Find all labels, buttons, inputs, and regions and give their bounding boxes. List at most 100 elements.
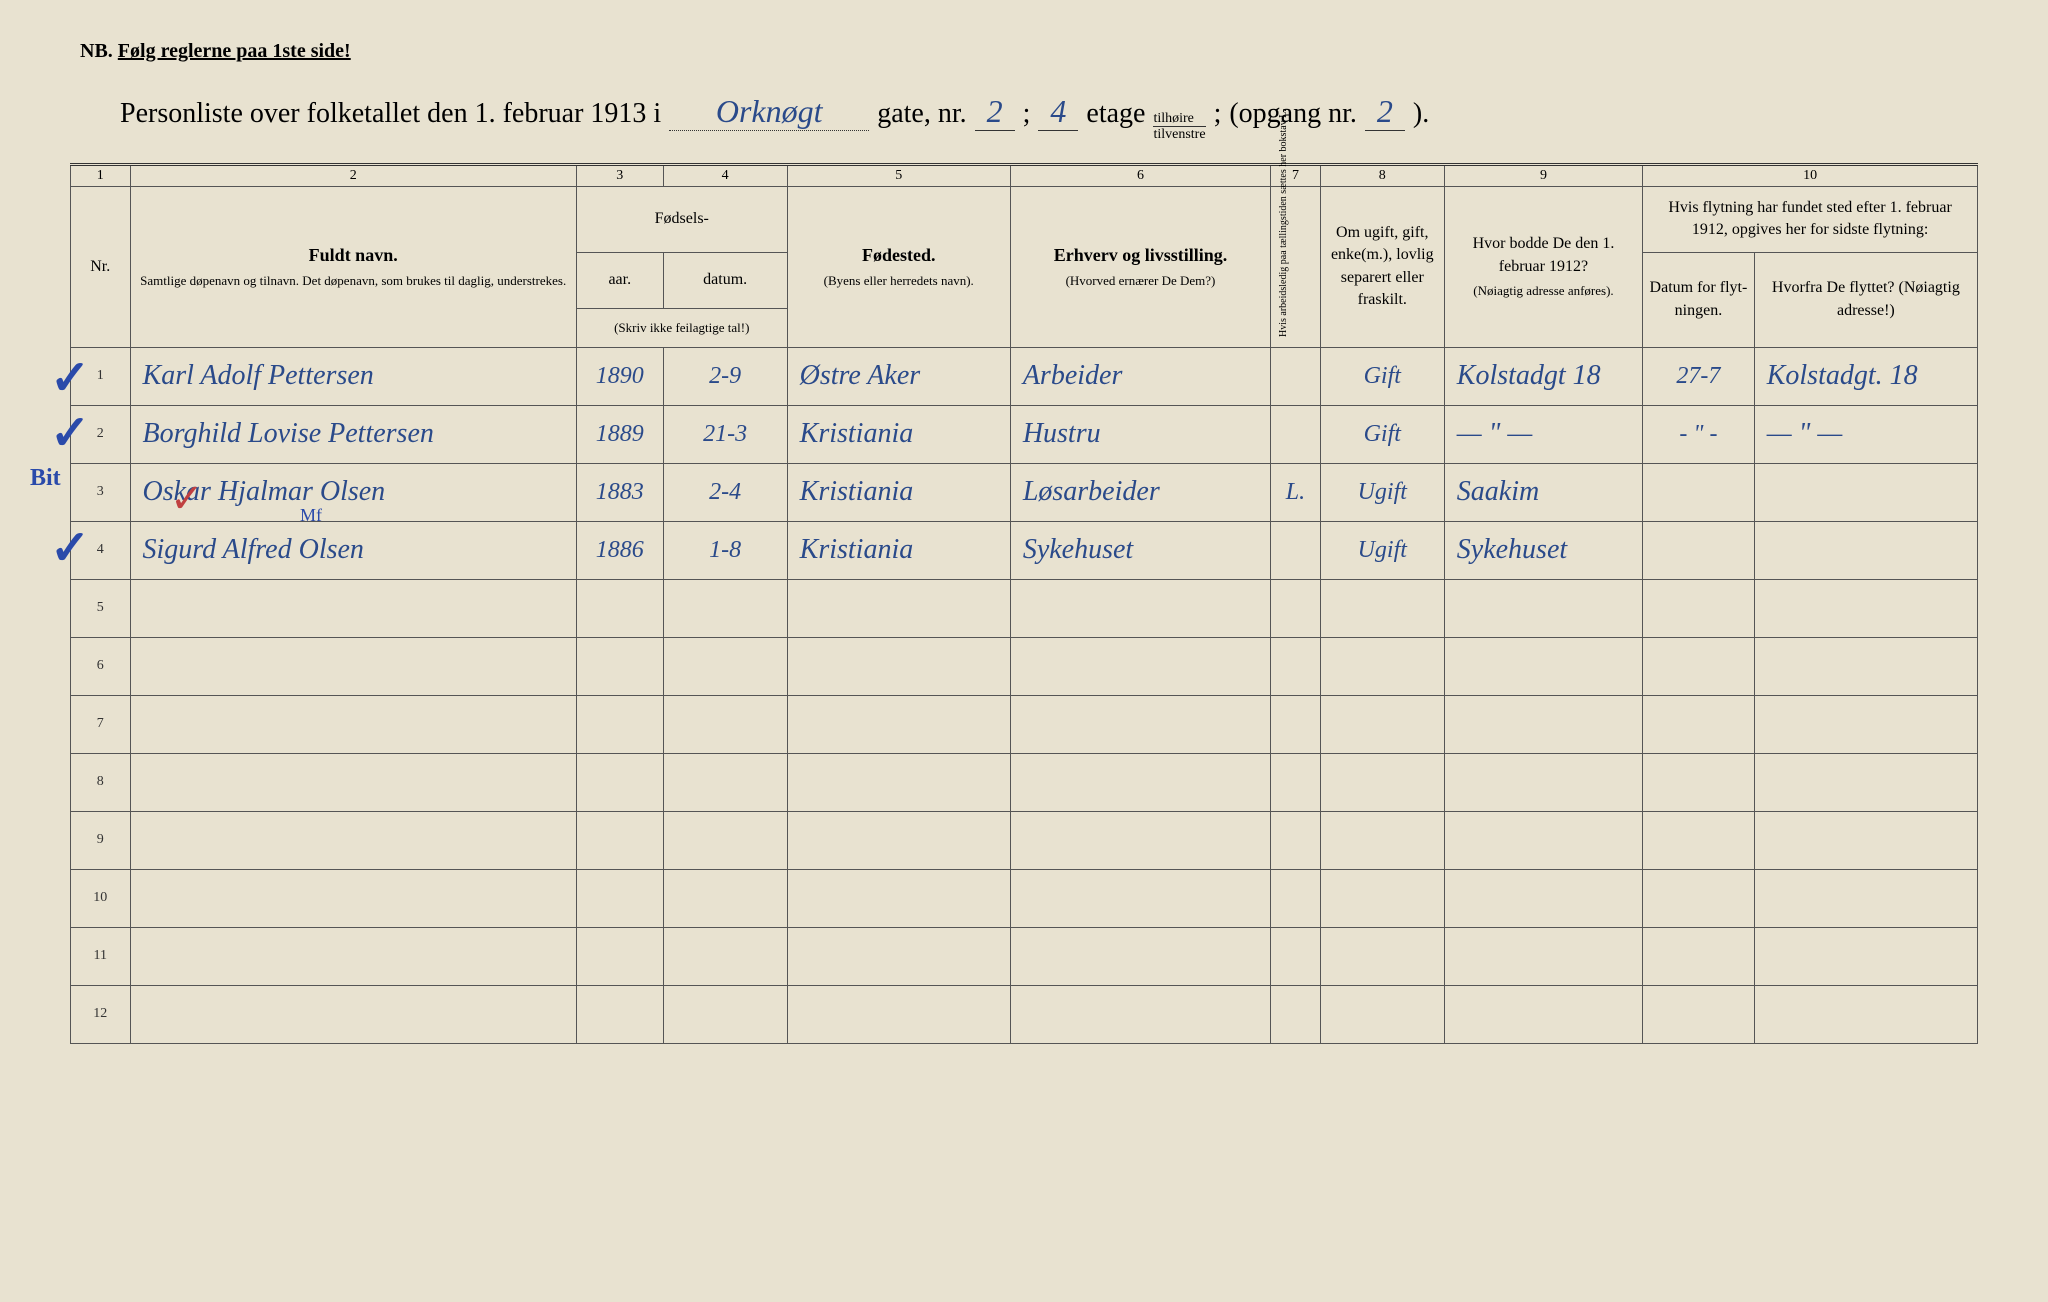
table-row: 6 — [71, 637, 1978, 695]
cell-name — [130, 869, 576, 927]
name-bold: Fuldt navn. — [309, 245, 398, 265]
header-occupation: Erhverv og livsstilling. (Hvorved ernære… — [1010, 186, 1270, 347]
col-num-8: 8 — [1320, 164, 1444, 186]
opgang-close: ). — [1413, 98, 1429, 130]
table-row: 12 — [71, 985, 1978, 1043]
cell-birthplace — [787, 753, 1010, 811]
cell-col7 — [1271, 927, 1321, 985]
cell-nr: 6 — [71, 637, 131, 695]
title-prefix: Personliste over folketallet den 1. febr… — [120, 98, 661, 130]
header-col7: Hvis arbeidsledig paa tællingstiden sætt… — [1271, 186, 1321, 347]
col-num-9: 9 — [1444, 164, 1642, 186]
cell-residence — [1444, 811, 1642, 869]
nb-instruction: NB. Følg reglerne paa 1ste side! — [40, 40, 2008, 63]
header-row-1: Nr. Fuldt navn. Samtlige døpenavn og til… — [71, 186, 1978, 252]
cell-birthplace — [787, 985, 1010, 1043]
cell-move-date — [1643, 695, 1755, 753]
cell-date — [663, 579, 787, 637]
cell-move-from — [1754, 637, 1977, 695]
cell-date: 2-4 — [663, 463, 787, 521]
cell-birthplace — [787, 637, 1010, 695]
cell-occupation — [1010, 579, 1270, 637]
cell-marital — [1320, 985, 1444, 1043]
cell-occupation: Sykehuset — [1010, 521, 1270, 579]
cell-name: Karl Adolf Pettersen — [130, 347, 576, 405]
cell-occupation — [1010, 811, 1270, 869]
header-year: aar. — [576, 252, 663, 308]
cell-move-date: - " - — [1643, 405, 1755, 463]
cell-year — [576, 753, 663, 811]
cell-residence — [1444, 637, 1642, 695]
cell-residence: Saakim — [1444, 463, 1642, 521]
gate-label: gate, nr. — [877, 98, 966, 130]
cell-occupation — [1010, 869, 1270, 927]
occupation-bold: Erhverv og livsstilling. — [1054, 245, 1228, 265]
col-num-6: 6 — [1010, 164, 1270, 186]
cell-occupation: Hustru — [1010, 405, 1270, 463]
cell-move-date — [1643, 579, 1755, 637]
header-nr: Nr. — [71, 186, 131, 347]
table-row: 3 Oskar Hjalmar Olsen 1883 2-4 Kristiani… — [71, 463, 1978, 521]
cell-name — [130, 579, 576, 637]
birthplace-sub: (Byens eller herredets navn). — [794, 272, 1004, 290]
cell-occupation — [1010, 637, 1270, 695]
cell-birthplace — [787, 579, 1010, 637]
cell-occupation: Løsarbeider — [1010, 463, 1270, 521]
cell-occupation: Arbeider — [1010, 347, 1270, 405]
cell-marital — [1320, 927, 1444, 985]
cell-date — [663, 695, 787, 753]
cell-year — [576, 695, 663, 753]
cell-year: 1889 — [576, 405, 663, 463]
cell-nr: 10 — [71, 869, 131, 927]
cell-residence — [1444, 579, 1642, 637]
street-name: Orknøgt — [669, 93, 869, 131]
col-num-1: 1 — [71, 164, 131, 186]
checkmark-4: ✓ — [50, 520, 90, 576]
cell-col7 — [1271, 869, 1321, 927]
side-fraction: tilhøire tilvenstre — [1153, 111, 1205, 143]
cell-date — [663, 753, 787, 811]
cell-date — [663, 985, 787, 1043]
cell-move-from: — " — — [1754, 405, 1977, 463]
cell-year: 1883 — [576, 463, 663, 521]
cell-residence — [1444, 869, 1642, 927]
cell-birthplace: Østre Aker — [787, 347, 1010, 405]
cell-date — [663, 637, 787, 695]
table-row: 1 Karl Adolf Pettersen 1890 2-9 Østre Ak… — [71, 347, 1978, 405]
cell-col7 — [1271, 579, 1321, 637]
header-move: Hvis flytning har fundet sted efter 1. f… — [1643, 186, 1978, 252]
nb-label: NB. — [80, 40, 113, 62]
cell-move-from — [1754, 579, 1977, 637]
table-row: 4 Sigurd Alfred Olsen 1886 1-8 Kristiani… — [71, 521, 1978, 579]
col-num-5: 5 — [787, 164, 1010, 186]
cell-name — [130, 637, 576, 695]
cell-date — [663, 927, 787, 985]
checkmark-1: ✓ — [50, 350, 90, 406]
table-row: 10 — [71, 869, 1978, 927]
cell-col7 — [1271, 347, 1321, 405]
cell-nr: 9 — [71, 811, 131, 869]
bit-annotation: Bit — [30, 465, 61, 492]
cell-move-date — [1643, 985, 1755, 1043]
occupation-sub: (Hvorved ernærer De Dem?) — [1017, 272, 1264, 290]
col-num-2: 2 — [130, 164, 576, 186]
table-row: 2 Borghild Lovise Pettersen 1889 21-3 Kr… — [71, 405, 1978, 463]
cell-move-date: 27-7 — [1643, 347, 1755, 405]
cell-birthplace: Kristiania — [787, 463, 1010, 521]
header-birth-note: (Skriv ikke feilagtige tal!) — [576, 308, 787, 347]
cell-occupation — [1010, 985, 1270, 1043]
header-birth-group: Fødsels- — [576, 186, 787, 252]
table-row: 11 — [71, 927, 1978, 985]
cell-marital — [1320, 637, 1444, 695]
header-move-date: Datum for flyt-ningen. — [1643, 252, 1755, 347]
cell-move-from — [1754, 927, 1977, 985]
semicolon: ; — [1023, 98, 1031, 130]
residence-bold: Hvor bodde De den 1. februar 1912? — [1473, 235, 1615, 274]
cell-date: 21-3 — [663, 405, 787, 463]
cell-nr: 5 — [71, 579, 131, 637]
table-row: 9 — [71, 811, 1978, 869]
cell-move-from — [1754, 869, 1977, 927]
cell-birthplace: Kristiania — [787, 521, 1010, 579]
cell-residence: — " — — [1444, 405, 1642, 463]
cell-col7 — [1271, 695, 1321, 753]
